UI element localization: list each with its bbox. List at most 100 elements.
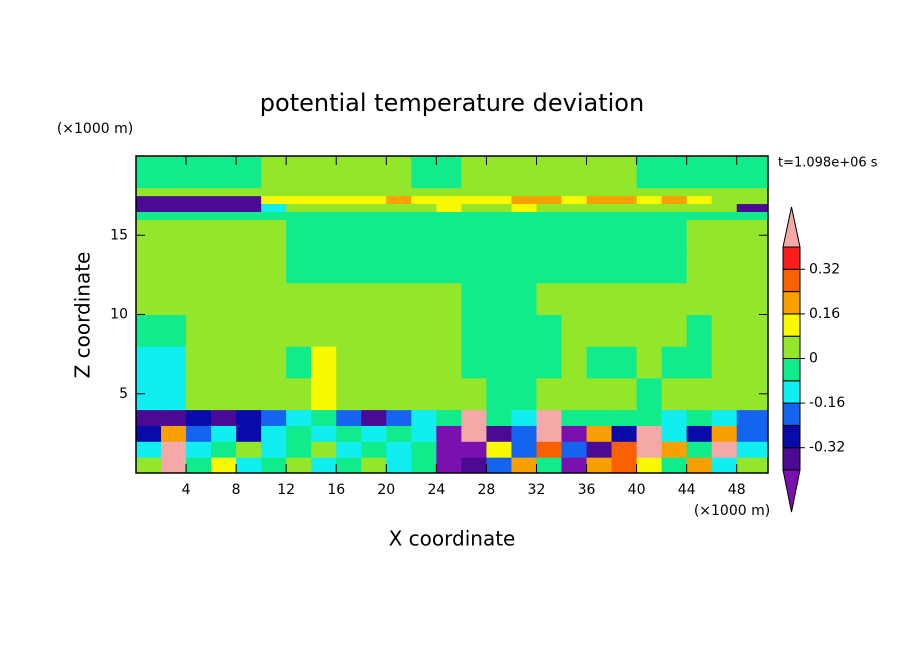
contour-cell [586, 457, 613, 474]
contour-cell [736, 441, 769, 458]
contour-cell [286, 457, 312, 474]
contour-cell [186, 377, 212, 411]
chart-title: potential temperature deviation [260, 89, 644, 117]
contour-cell [286, 346, 312, 379]
contour-cell [136, 425, 162, 442]
x-axis-label: X coordinate [389, 527, 516, 551]
contour-cell [136, 457, 162, 474]
contour-cell [686, 409, 713, 426]
contour-cell [686, 346, 713, 379]
contour-cell [361, 211, 387, 220]
x-tick-label: 40 [628, 482, 646, 498]
contour-cell [311, 346, 337, 379]
contour-cell [361, 195, 387, 205]
contour-cell [236, 187, 262, 197]
contour-cell [536, 219, 563, 252]
contour-cell [136, 409, 162, 426]
contour-cell [186, 425, 212, 442]
contour-cell [636, 187, 663, 197]
contour-cell [711, 187, 738, 197]
contour-cell [586, 346, 613, 379]
contour-cell [736, 195, 769, 205]
contour-cell [336, 314, 362, 347]
contour-cell [611, 314, 638, 347]
colorbar-tick-label: 0 [809, 351, 818, 367]
contour-cell [436, 195, 462, 205]
contour-cell [386, 203, 412, 212]
contour-cell [461, 219, 487, 252]
contour-cell [711, 156, 738, 189]
contour-cell [461, 409, 487, 426]
contour-cell [636, 195, 663, 205]
contour-cell [561, 425, 588, 442]
contour-cell [136, 156, 162, 189]
contour-cell [411, 282, 437, 315]
contour-cell [386, 251, 412, 284]
contour-cell [386, 156, 412, 189]
contour-cell [586, 187, 613, 197]
contour-cell [161, 314, 187, 347]
contour-cell [436, 156, 462, 189]
contour-cell [486, 346, 512, 379]
contour-cell [486, 282, 512, 315]
contour-cell [461, 195, 487, 205]
contour-cell [611, 457, 638, 474]
x-tick-label: 8 [232, 482, 241, 498]
contour-cell [461, 156, 487, 189]
contour-cell [736, 282, 769, 315]
contour-cell [536, 211, 563, 220]
contour-cell [561, 211, 588, 220]
contour-cell [286, 282, 312, 315]
y-tick-label: 5 [119, 386, 128, 402]
contour-cell [536, 314, 563, 347]
contour-cell [186, 314, 212, 347]
contour-cell [711, 346, 738, 379]
contour-cell [436, 282, 462, 315]
contour-cell [411, 457, 437, 474]
contour-cell [286, 377, 312, 411]
contour-cell [186, 441, 212, 458]
contour-cell [636, 377, 663, 411]
contour-cell [361, 377, 387, 411]
x-tick-label: 4 [182, 482, 191, 498]
contour-cell [661, 203, 688, 212]
contour-cell [636, 314, 663, 347]
contour-cell [286, 211, 312, 220]
contour-cell [636, 156, 663, 189]
contour-cell [636, 219, 663, 252]
contour-cell [661, 425, 688, 442]
contour-cell [261, 187, 287, 197]
contour-cell [461, 203, 487, 212]
contour-cell [611, 251, 638, 284]
contour-cell [211, 251, 237, 284]
contour-cell [386, 195, 412, 205]
contour-cell [361, 441, 387, 458]
contour-cell [561, 457, 588, 474]
contour-cell [586, 195, 613, 205]
contour-cell [461, 425, 487, 442]
contour-cell [686, 377, 713, 411]
contour-cell [136, 187, 162, 197]
contour-cell [261, 425, 287, 442]
contour-cell [361, 282, 387, 315]
contour-cell [636, 211, 663, 220]
contour-cell [236, 441, 262, 458]
contour-cell [261, 195, 287, 205]
contour-cell [686, 425, 713, 442]
contour-cell [736, 409, 769, 426]
contour-cell [211, 441, 237, 458]
contour-cell [411, 251, 437, 284]
contour-cell [186, 251, 212, 284]
contour-cell [436, 203, 462, 212]
contour-cell [611, 377, 638, 411]
contour-cell [261, 409, 287, 426]
contour-cell [186, 195, 212, 205]
contour-cell [686, 187, 713, 197]
contour-cell [461, 457, 487, 474]
colorbar-under [782, 469, 801, 513]
colorbar-tick-label: -0.16 [809, 395, 845, 411]
contour-cell [711, 211, 738, 220]
contour-cell [211, 282, 237, 315]
contour-cell [411, 211, 437, 220]
contour-cell [186, 409, 212, 426]
